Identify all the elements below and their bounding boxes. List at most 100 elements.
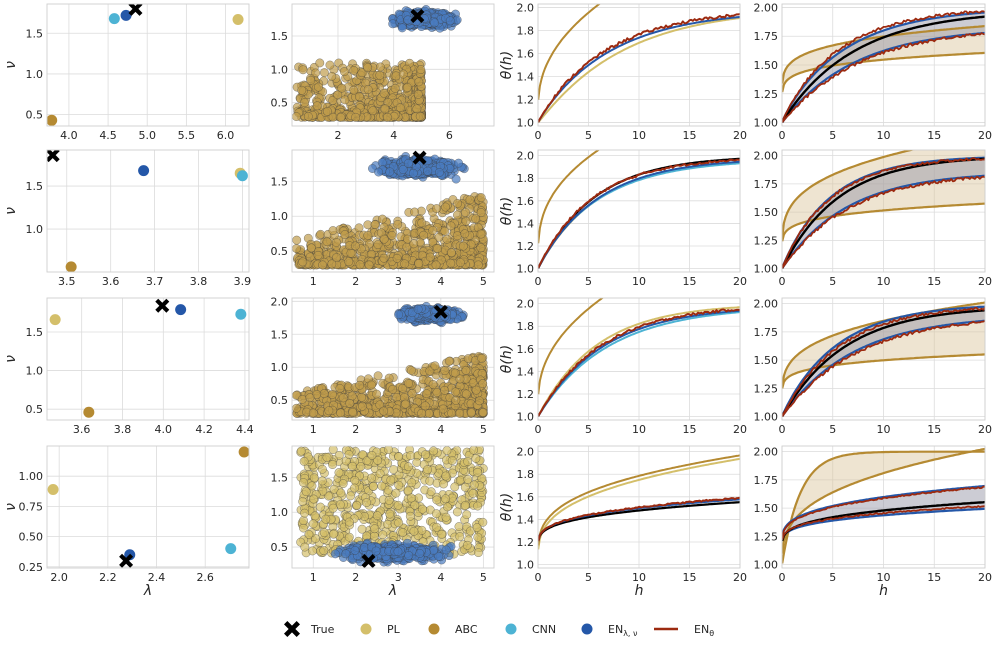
- sample-abc: [450, 368, 460, 378]
- sample-pl: [334, 468, 344, 478]
- x-tick-label: 3.8: [190, 275, 208, 288]
- x-tick-label: 3: [395, 275, 402, 288]
- sample-pl: [441, 494, 451, 504]
- panel-r4-samples: 1 2 3 4 50.51.01.5λ: [271, 445, 495, 599]
- sample-abc: [355, 260, 365, 270]
- sample-pl: [469, 446, 479, 455]
- sample-abc: [477, 353, 487, 363]
- sample-abc: [440, 366, 450, 376]
- y-tick-label: 1.0: [271, 506, 289, 519]
- sample-abc: [382, 112, 392, 122]
- clipped-layer: [49, 298, 247, 418]
- x-tick-label: 3.5: [58, 275, 76, 288]
- point-en: [138, 165, 150, 177]
- sample-abc: [292, 112, 301, 122]
- axes-frame: [46, 445, 250, 569]
- sample-en: [454, 158, 464, 168]
- sample-abc: [315, 58, 325, 68]
- sample-abc: [292, 244, 301, 253]
- y-tick-label: 1.0: [26, 223, 44, 236]
- clipped-layer: [292, 5, 462, 122]
- sample-abc: [368, 106, 378, 116]
- sample-abc: [414, 77, 424, 87]
- axes-frame: [46, 149, 250, 273]
- point-abc: [65, 261, 77, 272]
- sample-abc: [442, 234, 452, 244]
- sample-abc: [446, 221, 456, 231]
- sample-pl: [429, 446, 438, 456]
- sample-abc: [346, 248, 356, 258]
- panel-r3-samples: 1 2 3 4 50.51.01.52.0: [271, 295, 495, 436]
- x-tick-label: 6: [446, 129, 453, 142]
- sample-pl: [393, 500, 403, 510]
- plot-area: [47, 446, 249, 568]
- x-tick-label: 2.2: [99, 571, 117, 584]
- sample-pl: [432, 522, 442, 532]
- x-tick-label: 1: [310, 423, 317, 436]
- sample-pl: [432, 495, 442, 505]
- x-tick-label: 1: [310, 275, 317, 288]
- x-tick-label: 3.6: [73, 423, 91, 436]
- point-pl: [49, 314, 61, 326]
- sample-abc: [451, 395, 461, 405]
- x-tick-label: 2: [352, 571, 359, 584]
- sample-abc: [328, 95, 338, 105]
- sample-abc: [388, 384, 398, 394]
- sample-abc: [348, 407, 358, 417]
- sample-pl: [403, 462, 413, 472]
- x-tick-label: 2: [352, 423, 359, 436]
- sample-abc: [349, 85, 359, 95]
- sample-abc: [340, 95, 350, 105]
- sample-abc: [476, 193, 486, 203]
- x-tick-label: 3.7: [146, 275, 164, 288]
- sample-en: [413, 304, 423, 314]
- sample-abc: [431, 260, 441, 270]
- sample-pl: [455, 532, 465, 542]
- sample-abc: [465, 195, 475, 205]
- sample-abc: [327, 71, 337, 81]
- sample-pl: [328, 446, 338, 454]
- point-cnn: [225, 543, 237, 555]
- point-abc: [47, 114, 58, 126]
- sample-abc: [327, 390, 337, 399]
- sample-pl: [384, 446, 393, 455]
- plot-area: [47, 4, 249, 126]
- sample-pl: [315, 502, 325, 512]
- x-tick-label: 2: [334, 129, 341, 142]
- clipped-layer: [292, 150, 488, 270]
- sample-pl: [298, 478, 308, 487]
- sample-pl: [417, 525, 427, 535]
- sample-pl: [394, 452, 404, 462]
- sample-abc: [312, 101, 322, 111]
- sample-abc: [363, 231, 373, 240]
- sample-pl: [338, 479, 348, 489]
- x-tick-label: 3: [395, 571, 402, 584]
- point-pl: [232, 13, 244, 25]
- sample-abc: [471, 385, 481, 395]
- sample-abc: [313, 250, 323, 260]
- sample-en: [385, 167, 395, 177]
- sample-en: [451, 174, 461, 184]
- sample-pl: [452, 507, 462, 517]
- sample-pl: [362, 498, 371, 508]
- panel-r1-points: 4.0 4.5 5.0 5.5 6.00.51.01.5ν: [3, 3, 250, 142]
- sample-abc: [298, 257, 308, 267]
- sample-abc: [455, 374, 465, 384]
- y-axis-label: ν: [3, 61, 19, 69]
- sample-abc: [461, 366, 471, 375]
- sample-abc: [415, 111, 425, 121]
- sample-pl: [308, 519, 318, 529]
- sample-pl: [473, 532, 483, 542]
- y-tick-label: 1.5: [271, 175, 289, 188]
- true-marker: [47, 150, 60, 163]
- sample-abc: [319, 68, 329, 78]
- sample-abc: [322, 237, 332, 247]
- y-tick-label: 1.00: [19, 470, 44, 483]
- sample-pl: [473, 501, 483, 511]
- sample-abc: [422, 389, 432, 399]
- sample-abc: [331, 237, 341, 247]
- sample-abc: [292, 235, 302, 245]
- sample-abc: [364, 260, 374, 270]
- point-cnn: [108, 13, 120, 25]
